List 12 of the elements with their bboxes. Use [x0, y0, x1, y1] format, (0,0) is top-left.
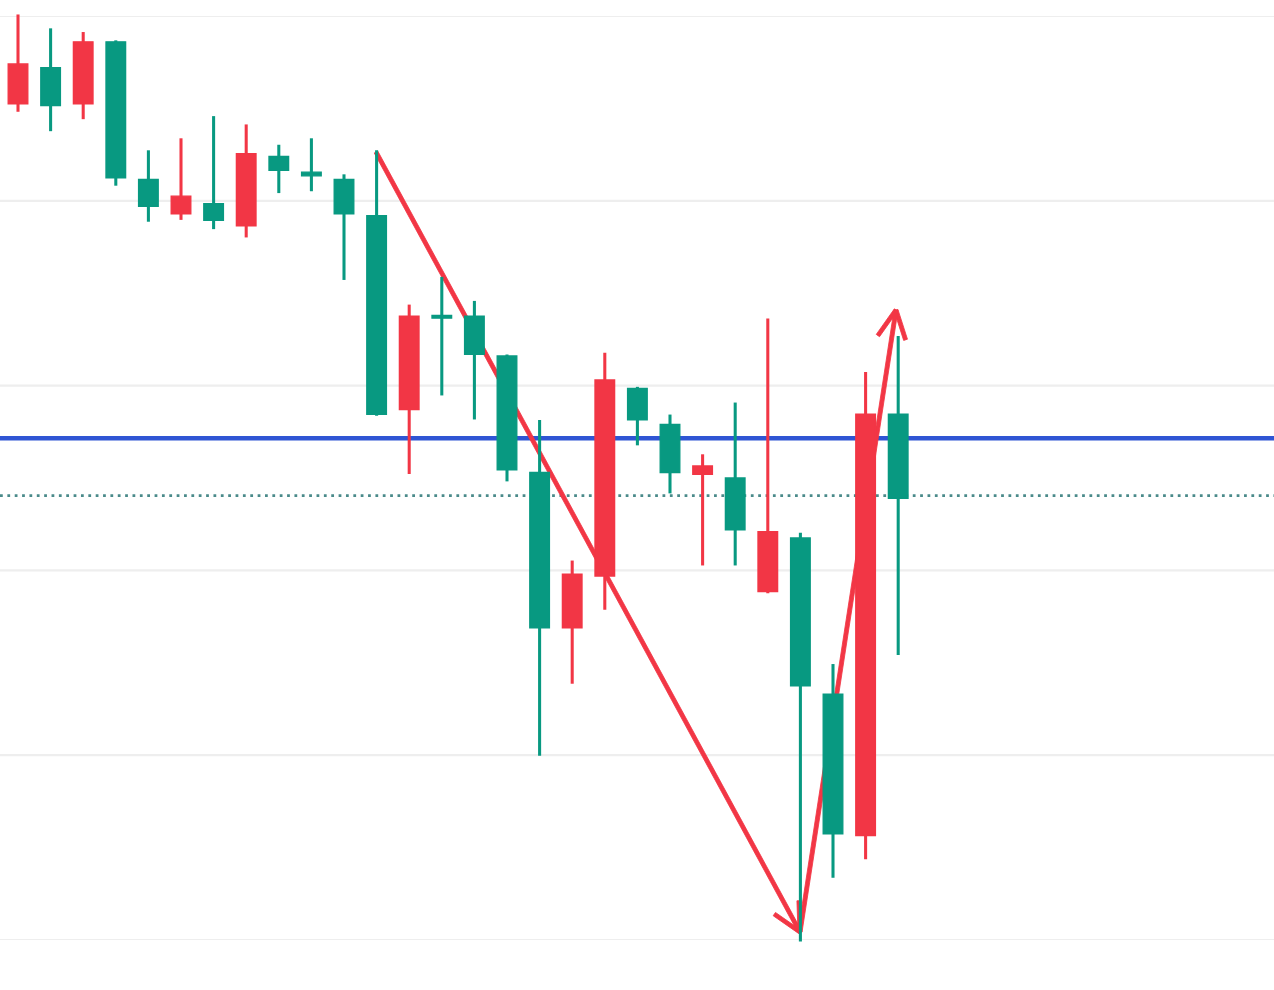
candlestick — [300, 138, 322, 192]
candlestick — [137, 150, 159, 222]
candlestick — [431, 276, 453, 396]
candlestick — [692, 454, 714, 566]
candlestick — [170, 138, 192, 220]
candlestick — [626, 386, 648, 446]
candlestick — [268, 144, 290, 194]
candlestick — [203, 116, 225, 230]
candlestick — [463, 300, 485, 420]
candlestick — [40, 28, 62, 132]
candlestick — [333, 174, 355, 280]
candlestick — [7, 14, 29, 112]
